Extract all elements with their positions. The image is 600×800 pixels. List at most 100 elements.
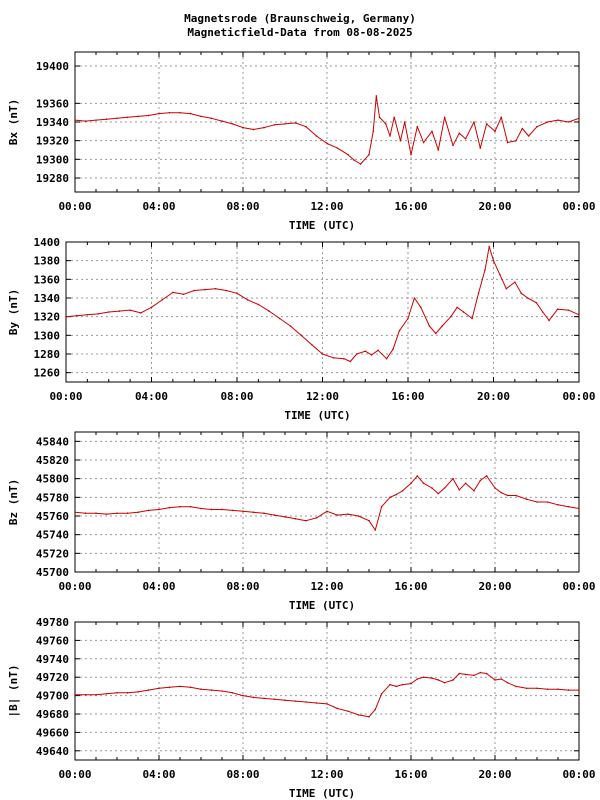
data-point: [378, 116, 381, 119]
y-axis-label: |B| (nT): [7, 665, 20, 718]
data-point: [273, 698, 276, 701]
y-tick-label: 1280: [34, 348, 61, 361]
data-point: [473, 674, 475, 677]
x-tick-label: 12:00: [310, 200, 343, 213]
chart-title-line1: Magnetsrode (Braunschweig, Germany): [184, 12, 416, 25]
data-point: [347, 513, 349, 515]
data-point: [372, 130, 375, 133]
data-point: [263, 126, 265, 129]
data-point: [422, 141, 425, 144]
data-point: [536, 687, 538, 690]
data-point: [473, 121, 475, 123]
data-point: [221, 508, 223, 511]
x-tick-label: 04:00: [142, 580, 175, 593]
x-tick-label: 20:00: [478, 200, 511, 213]
x-tick-label: 08:00: [220, 390, 253, 403]
y-tick-label: 49760: [36, 634, 69, 647]
data-point: [305, 519, 307, 522]
data-point: [473, 490, 475, 492]
data-point: [485, 672, 488, 675]
y-tick-label: 1320: [34, 311, 61, 324]
panel-3: 45700 45720 45740 45760 45780 45800 45820 45840…: [7, 431, 596, 612]
y-tick-label: 49660: [36, 726, 69, 739]
data-point: [431, 487, 433, 489]
data-point: [126, 512, 129, 514]
data-point: [305, 701, 307, 703]
data-point: [172, 291, 174, 294]
data-point: [129, 309, 131, 311]
data-point: [95, 693, 97, 696]
x-tick-label: 00:00: [562, 580, 595, 593]
data-point: [246, 299, 249, 301]
x-tick-label: 04:00: [142, 200, 175, 213]
data-point: [443, 681, 446, 684]
data-point: [137, 115, 139, 118]
data-point: [200, 115, 202, 118]
data-point: [355, 353, 358, 355]
data-point: [449, 315, 452, 318]
data-point: [116, 692, 118, 694]
x-tick-label: 00:00: [49, 390, 82, 403]
data-point: [284, 123, 286, 125]
y-tick-label: 49640: [36, 745, 69, 758]
data-point: [126, 116, 129, 119]
data-point: [210, 508, 213, 511]
y-tick-label: 49740: [36, 653, 69, 666]
data-point: [389, 496, 391, 499]
data-point: [336, 514, 339, 516]
y-tick-label: 45820: [36, 454, 69, 467]
y-tick-label: 1260: [34, 367, 61, 380]
plot-frame: [74, 431, 580, 573]
series-line: [74, 475, 580, 531]
y-tick-label: 49680: [36, 708, 69, 721]
data-point: [236, 292, 238, 295]
y-tick-label: 19320: [36, 135, 69, 148]
data-point: [168, 506, 171, 509]
x-tick-label: 00:00: [58, 580, 91, 593]
data-point: [357, 714, 360, 716]
data-point: [193, 289, 196, 292]
data-point: [458, 672, 461, 675]
data-point: [189, 686, 192, 689]
data-point: [97, 313, 99, 315]
data-point: [479, 671, 482, 674]
data-point: [458, 489, 461, 491]
data-point: [326, 142, 328, 145]
data-point: [380, 692, 383, 695]
data-point: [315, 517, 318, 519]
panel-1: 19280 19300 19320 19340 19360 19400 00:00 04:00…: [7, 51, 596, 232]
data-point: [434, 332, 437, 335]
data-point: [231, 123, 234, 125]
data-point: [458, 132, 461, 134]
data-point: [393, 116, 396, 119]
y-tick-label: 45760: [36, 510, 69, 523]
x-tick-label: 08:00: [226, 768, 259, 781]
plot-frame: [74, 51, 580, 193]
data-point: [84, 693, 87, 696]
y-tick-label: 1380: [34, 255, 61, 268]
data-point: [107, 311, 110, 313]
data-point: [526, 297, 529, 299]
data-point: [567, 121, 570, 123]
series-line: [75, 672, 579, 718]
y-tick-label: 45780: [36, 491, 69, 504]
y-axis-label: By (nT): [7, 289, 20, 335]
x-tick-label: 08:00: [226, 200, 259, 213]
data-point: [221, 120, 223, 122]
plot-frame: [65, 241, 580, 383]
x-tick-label: 12:00: [306, 390, 339, 403]
data-point: [437, 679, 440, 681]
data-point: [179, 685, 181, 688]
data-point: [407, 317, 409, 320]
data-point: [65, 315, 67, 318]
x-axis-label: TIME (UTC): [289, 599, 355, 612]
data-point: [210, 117, 213, 120]
data-point: [416, 475, 419, 477]
data-point: [347, 153, 349, 156]
data-point: [343, 357, 345, 360]
data-point: [150, 306, 153, 309]
data-point: [326, 510, 328, 513]
x-tick-label: 00:00: [58, 768, 91, 781]
data-point: [578, 689, 580, 691]
data-point: [485, 123, 488, 125]
